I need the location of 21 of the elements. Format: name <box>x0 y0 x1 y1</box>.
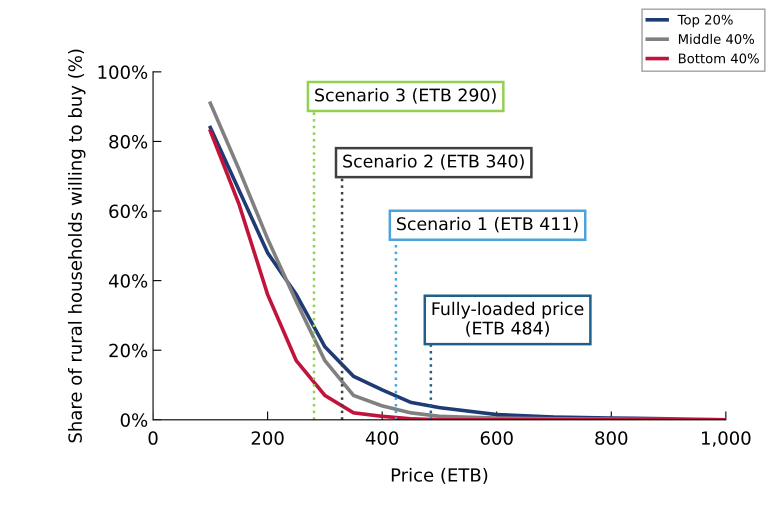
x-tick-label: 1,000 <box>702 431 750 447</box>
x-tick-label: 800 <box>595 431 628 445</box>
y-tick-label: 40% <box>108 274 148 288</box>
y-tick-label: 80% <box>109 134 148 149</box>
y-tick-label: 60% <box>109 204 148 218</box>
x-tick-label: 600 <box>480 431 513 445</box>
x-axis-title: Price (ETB) <box>392 468 488 484</box>
y-tick-label: 100% <box>98 65 148 79</box>
ref-line-label: Fully-loaded price (ETB 484) <box>432 302 584 337</box>
ref-line-label: Scenario 1 (ETB 411) <box>397 216 578 232</box>
ref-line-label: Scenario 3 (ETB 290) <box>315 88 496 104</box>
x-tick-label: 200 <box>252 431 284 445</box>
y-axis-title: Share of rural households willing to buy (%) <box>68 50 86 442</box>
y-tick-label: 20% <box>109 344 148 358</box>
y-tick-label: 0% <box>120 413 148 427</box>
x-tick-label: 0 <box>148 431 158 445</box>
x-tick-label: 400 <box>366 431 398 445</box>
legend-label: Middle 40% <box>678 34 754 44</box>
legend-label: Top 20% <box>678 14 733 28</box>
legend-label: Bottom 40% <box>678 53 759 64</box>
ref-line-label: Scenario 2 (ETB 340) <box>343 154 524 170</box>
